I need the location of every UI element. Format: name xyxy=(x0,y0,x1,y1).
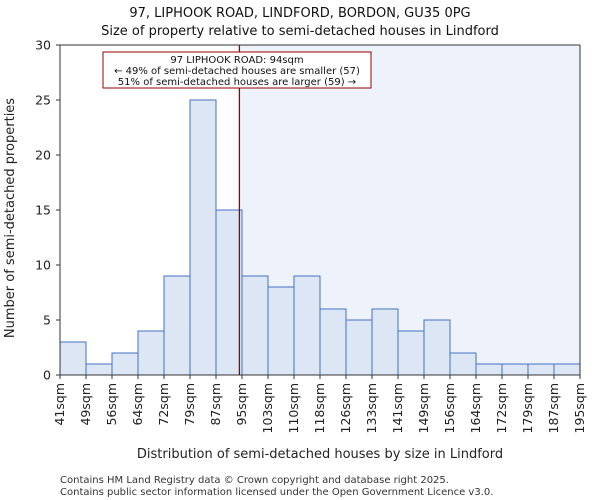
bar-87sqm xyxy=(215,209,243,376)
annotation-line-3: 51% of semi-detached houses are larger (… xyxy=(118,77,356,88)
x-tick-label-156sqm: 156sqm xyxy=(442,383,457,433)
x-tick-label-195sqm: 195sqm xyxy=(572,383,587,433)
bar-118sqm xyxy=(319,308,347,376)
x-tick-label-126sqm: 126sqm xyxy=(338,383,353,433)
x-tick-label-141sqm: 141sqm xyxy=(390,383,405,433)
bar-126sqm xyxy=(345,319,373,376)
x-tick-label-87sqm: 87sqm xyxy=(208,383,223,426)
bar-110sqm xyxy=(293,275,321,376)
y-tick-label-30: 30 xyxy=(35,38,51,53)
bar-133sqm xyxy=(371,308,399,376)
x-tick-label-103sqm: 103sqm xyxy=(260,383,275,433)
bar-103sqm xyxy=(267,286,295,376)
x-tick-label-164sqm: 164sqm xyxy=(468,383,483,433)
bar-95sqm xyxy=(241,275,269,376)
x-tick-label-41sqm: 41sqm xyxy=(52,383,67,426)
bar-79sqm xyxy=(189,99,217,376)
bar-41sqm xyxy=(59,341,87,376)
x-tick-label-149sqm: 149sqm xyxy=(416,383,431,433)
x-tick-label-79sqm: 79sqm xyxy=(182,383,197,426)
y-tick-label-20: 20 xyxy=(35,148,51,163)
bar-49sqm xyxy=(85,363,113,376)
annotation-line-1: 97 LIPHOOK ROAD: 94sqm xyxy=(170,55,303,66)
x-tick-label-133sqm: 133sqm xyxy=(364,383,379,433)
footer-line-1: Contains HM Land Registry data © Crown c… xyxy=(60,475,449,486)
x-axis-label: Distribution of semi-detached houses by … xyxy=(137,447,503,462)
y-tick-label-10: 10 xyxy=(35,258,51,273)
bar-64sqm xyxy=(137,330,165,376)
plot-area: 0 5 10 15 20 25 30 41sqm 49sqm 56sqm 64sqm 72sqm 79s… xyxy=(35,38,587,434)
x-tick-label-187sqm: 187sqm xyxy=(546,383,561,433)
x-tick-label-95sqm: 95sqm xyxy=(234,383,249,426)
y-axis-label: Number of semi-detached properties xyxy=(3,98,18,338)
x-tick-label-72sqm: 72sqm xyxy=(156,383,171,426)
y-tick-label-25: 25 xyxy=(35,93,51,108)
bar-72sqm xyxy=(163,275,191,376)
x-tick-label-118sqm: 118sqm xyxy=(312,383,327,433)
y-tick-label-15: 15 xyxy=(35,203,51,218)
y-tick-label-5: 5 xyxy=(43,313,51,328)
annotation-box: 97 LIPHOOK ROAD: 94sqm ← 49% of semi-det… xyxy=(102,51,372,89)
annotation-line-2: ← 49% of semi-detached houses are smalle… xyxy=(114,66,360,77)
bar-187sqm xyxy=(553,363,581,376)
x-tick-label-56sqm: 56sqm xyxy=(104,383,119,426)
bar-156sqm xyxy=(449,352,477,376)
x-tick-label-179sqm: 179sqm xyxy=(520,383,535,433)
chart-subtitle: Size of property relative to semi-detach… xyxy=(101,24,499,39)
bar-164sqm xyxy=(475,363,503,376)
chart-title: 97, LIPHOOK ROAD, LINDFORD, BORDON, GU35… xyxy=(129,6,470,21)
x-tick-label-110sqm: 110sqm xyxy=(286,383,301,433)
x-tick-label-172sqm: 172sqm xyxy=(494,383,509,433)
bar-179sqm xyxy=(527,363,555,376)
annotation-box-frame xyxy=(102,51,372,89)
bar-56sqm xyxy=(111,352,139,376)
bar-172sqm xyxy=(501,363,529,376)
bar-149sqm xyxy=(423,319,451,376)
footer-line-2: Contains public sector information licen… xyxy=(60,487,493,498)
x-tick-label-49sqm: 49sqm xyxy=(78,383,93,426)
y-tick-label-0: 0 xyxy=(43,368,51,383)
bar-141sqm xyxy=(397,330,425,376)
x-tick-label-64sqm: 64sqm xyxy=(130,383,145,426)
